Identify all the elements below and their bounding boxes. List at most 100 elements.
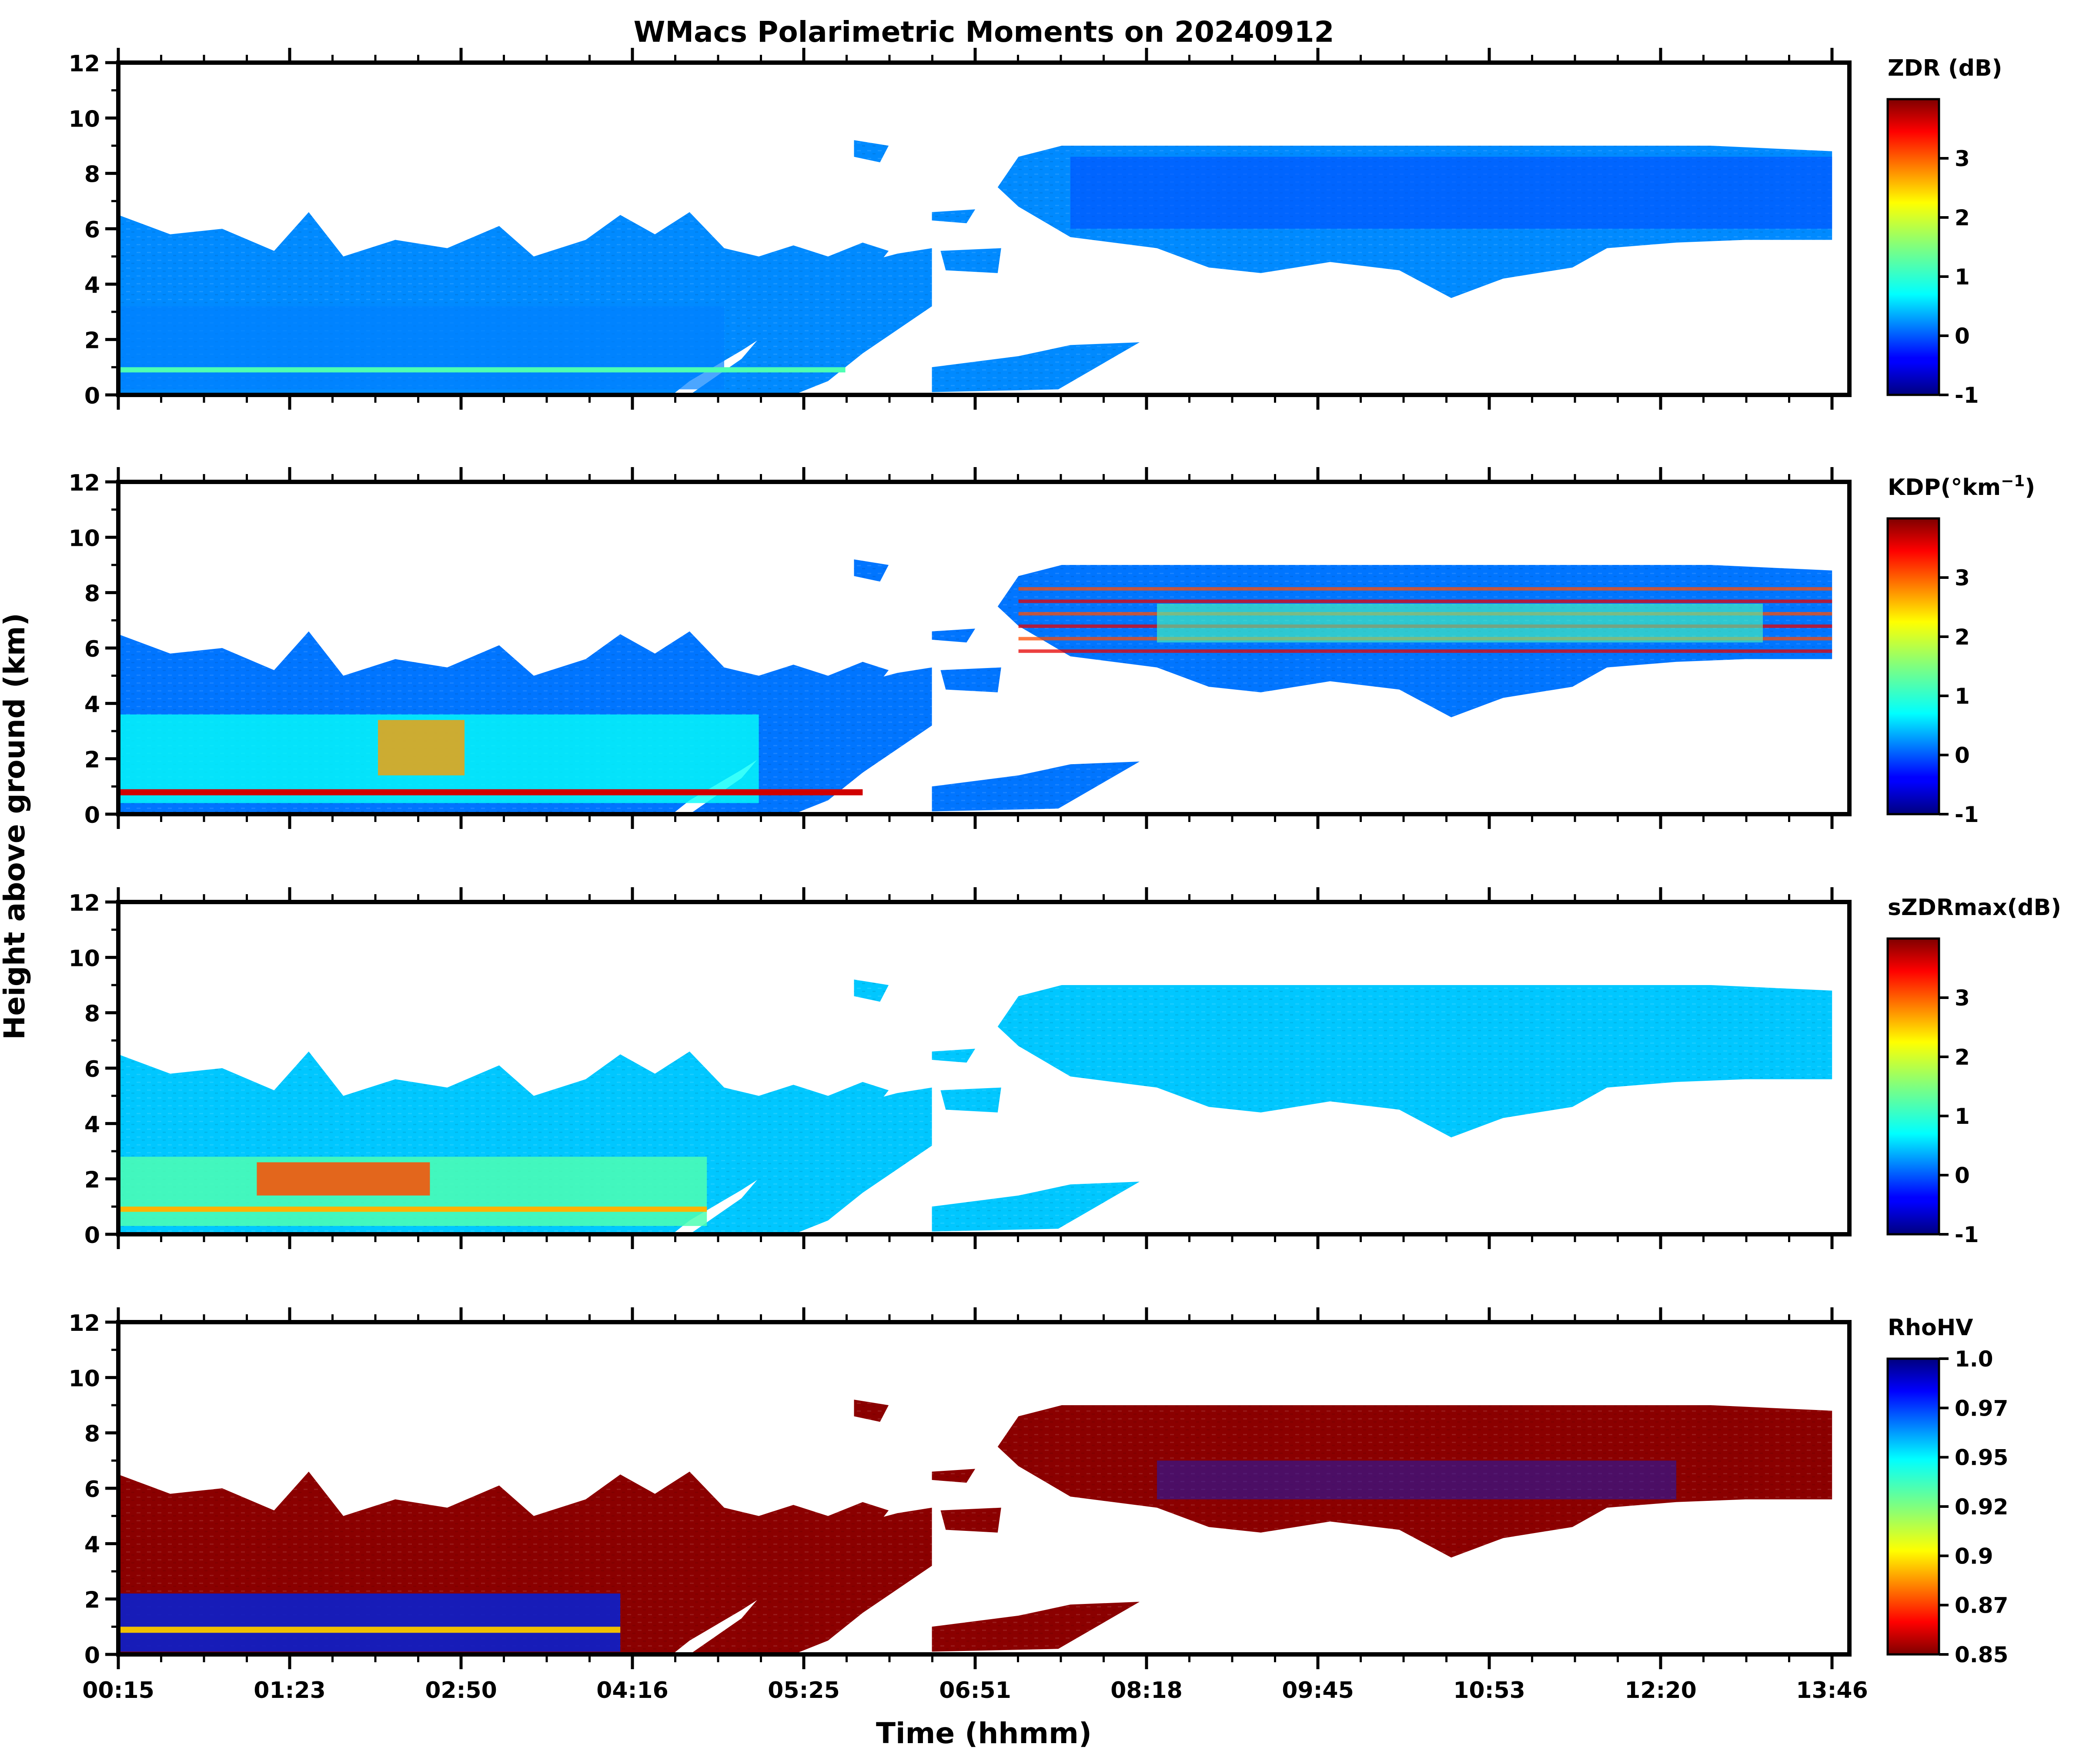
colorbar-tick-label: 0 [1955,1163,1970,1188]
y-tick-label: 0 [84,1643,100,1669]
colorbar-label: sZDRmax(dB) [1888,895,2061,921]
y-tick-label: 6 [84,1477,100,1503]
y-tick-label: 10 [69,525,100,551]
colorbar-tick-label: 3 [1955,565,1970,591]
rho-upper-core [1157,1460,1676,1500]
y-tick-label: 4 [84,272,100,298]
x-tick-label: 06:51 [939,1677,1011,1704]
panel-rhohv: 0 2 4 6 8 10 12 00:15 01:23 02:50 04:16 05:25 06:51 0… [69,1307,2008,1704]
y-tick-label: 8 [84,581,100,607]
kdp-upper-core [1157,604,1763,643]
echo-texture-smallTop [854,979,889,1002]
y-tick-label: 8 [84,1001,100,1027]
colorbar-tick-label: 1 [1955,1104,1970,1129]
colorbar-tick-label: 1 [1955,684,1970,709]
echo-texture-smallA [940,667,1001,692]
echo-texture-dropBand [932,1602,1140,1652]
y-tick-label: 4 [84,1112,100,1138]
colorbar-label: RhoHV [1888,1315,1973,1341]
echo-texture-lateUpper [997,985,1832,1138]
echo-texture-smallTop [854,559,889,582]
colorbar-tick-label: 3 [1955,146,1970,171]
colorbar-tick-label: 0.9 [1955,1544,1993,1569]
colorbar-gradient [1886,98,1940,396]
colorbar-tick-label: 2 [1955,625,1970,650]
colorbar-gradient [1886,937,1940,1236]
y-tick-label: 2 [84,1167,100,1193]
x-tick-label: 13:46 [1796,1677,1868,1704]
colorbar-rhohv: RhoHV 0.85 0.87 0.9 0.92 0.95 0.97 1.0 [1886,1315,2008,1667]
echo-texture-dropBand [932,762,1140,812]
kdp-hot-patch [378,720,465,775]
kdp-stripe [1018,599,1832,603]
szdr-melting-layer [118,1206,707,1212]
echo-texture-smallTop [854,140,889,163]
colorbar-tick-label: 0.87 [1955,1593,2008,1618]
colorbar-label-tail: ) [2025,474,2035,501]
x-tick-label: 05:25 [768,1677,840,1704]
colorbar-tick-label: 2 [1955,205,1970,231]
x-tick-label: 02:50 [425,1677,497,1704]
y-tick-label: 10 [69,1366,100,1392]
echo-texture-dropBand [932,342,1140,392]
y-tick-label: 6 [84,1056,100,1082]
chart-title: WMacs Polarimetric Moments on 20240912 [634,15,1334,49]
colorbar-tick-label: 2 [1955,1045,1970,1070]
y-tick-label: 8 [84,162,100,188]
x-tick-label: 08:18 [1110,1677,1183,1704]
zdr-lower-layer [118,306,724,390]
colorbar-tick-label: -1 [1955,383,1979,408]
y-tick-label: 2 [84,1587,100,1614]
colorbar-tick-label: 0 [1955,743,1970,768]
colorbar-szdrmax: sZDRmax(dB) -1 0 1 2 3 [1886,895,2061,1247]
zdr-melting-layer [118,367,846,373]
echo-texture-smallA [940,1087,1001,1113]
colorbar-kdp: KDP(°km−1) -1 0 1 2 3 [1886,472,2035,827]
echo-texture-smallA [940,1507,1001,1533]
y-tick-label: 0 [84,1223,100,1249]
colorbar-gradient [1886,1357,1940,1656]
heatmap-szdrmax [118,979,1832,1234]
colorbar-tick-label: -1 [1955,802,1979,827]
y-tick-label: 2 [84,328,100,354]
heatmap-kdp [118,559,1832,814]
x-tick-label: 01:23 [254,1677,326,1704]
colorbar-label: KDP(°km−1) [1888,472,2035,501]
echo-texture-smallMid [932,1469,976,1483]
rho-lower-layer [118,1593,621,1652]
kdp-stripe [1018,587,1832,591]
echo-texture-dropBand [932,1182,1140,1232]
zdr-upper-core [1070,157,1832,229]
colorbar-tick-label: 1 [1955,264,1970,290]
colorbar-tick-label: 0 [1955,324,1970,349]
y-tick-label: 12 [69,1310,100,1336]
colorbar-tick-label: 3 [1955,986,1970,1011]
echo-texture-midPatch [689,1507,932,1654]
x-tick-label: 00:15 [82,1677,154,1704]
echo-texture-smallTop [854,1400,889,1422]
colorbar-tick-label: 0.92 [1955,1494,2008,1520]
echo-texture-midPatch [689,1087,932,1234]
y-tick-label: 0 [84,802,100,829]
heatmap-zdr [118,140,1832,395]
echo-texture-smallMid [932,209,976,224]
y-tick-label: 12 [69,470,100,496]
y-tick-label: 4 [84,692,100,718]
colorbar-label-superscript: −1 [2001,472,2025,490]
y-tick-label: 0 [84,383,100,409]
kdp-stripe [1018,649,1832,653]
heatmap-rhohv [118,1400,1832,1654]
y-tick-label: 8 [84,1421,100,1447]
y-tick-label: 12 [69,51,100,77]
colorbar-tick-label: 0.95 [1955,1445,2008,1470]
x-tick-label: 12:20 [1625,1677,1697,1704]
colorbar-label: ZDR (dB) [1888,55,2002,81]
x-tick-label: 04:16 [596,1677,669,1704]
rho-melting-layer [118,1627,621,1633]
colorbar-gradient [1886,517,1940,815]
colorbar-tick-label: -1 [1955,1222,1979,1247]
colorbar-tick-label: 1.0 [1955,1346,1993,1372]
